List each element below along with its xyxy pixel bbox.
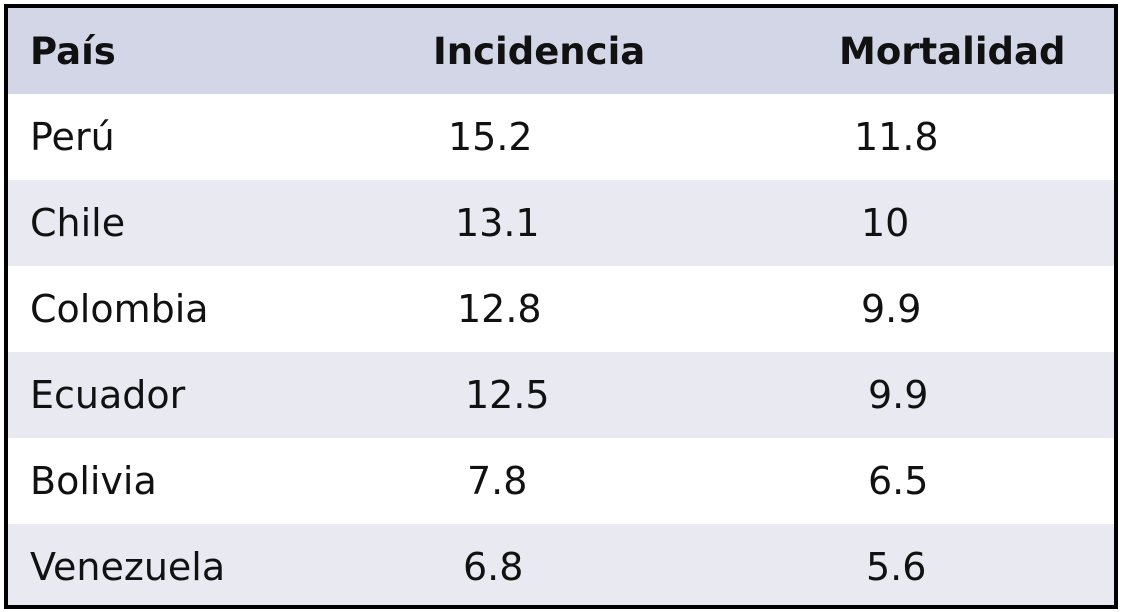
table-row: Ecuador 12.5 9.9 — [8, 352, 1114, 438]
incidencia-cell: 7.8 — [467, 459, 528, 503]
table-row: Perú 15.2 11.8 — [8, 94, 1114, 180]
column-header-pais: País — [30, 29, 116, 73]
mortalidad-cell: 10 — [861, 201, 910, 245]
table-row: Venezuela 6.8 5.6 — [8, 524, 1114, 605]
table-row: Chile 13.1 10 — [8, 180, 1114, 266]
table-header-row: País Incidencia Mortalidad — [8, 8, 1114, 94]
incidencia-cell: 6.8 — [463, 545, 524, 589]
mortalidad-cell: 6.5 — [868, 459, 929, 503]
country-cell: Venezuela — [30, 545, 226, 589]
incidencia-cell: 15.2 — [448, 115, 533, 159]
country-cell: Bolivia — [30, 459, 157, 503]
country-cell: Chile — [30, 201, 126, 245]
mortalidad-cell: 11.8 — [854, 115, 939, 159]
country-cell: Ecuador — [30, 373, 186, 417]
mortalidad-cell: 9.9 — [861, 287, 922, 331]
mortalidad-cell: 5.6 — [866, 545, 927, 589]
column-header-incidencia: Incidencia — [433, 29, 646, 73]
table-row: Colombia 12.8 9.9 — [8, 266, 1114, 352]
column-header-mortalidad: Mortalidad — [839, 29, 1066, 73]
incidencia-cell: 12.5 — [465, 373, 550, 417]
country-cell: Colombia — [30, 287, 209, 331]
incidencia-cell: 13.1 — [455, 201, 540, 245]
data-table: País Incidencia Mortalidad Perú 15.2 11.… — [4, 4, 1118, 609]
country-cell: Perú — [30, 115, 115, 159]
incidencia-cell: 12.8 — [457, 287, 542, 331]
mortalidad-cell: 9.9 — [868, 373, 929, 417]
table-row: Bolivia 7.8 6.5 — [8, 438, 1114, 524]
